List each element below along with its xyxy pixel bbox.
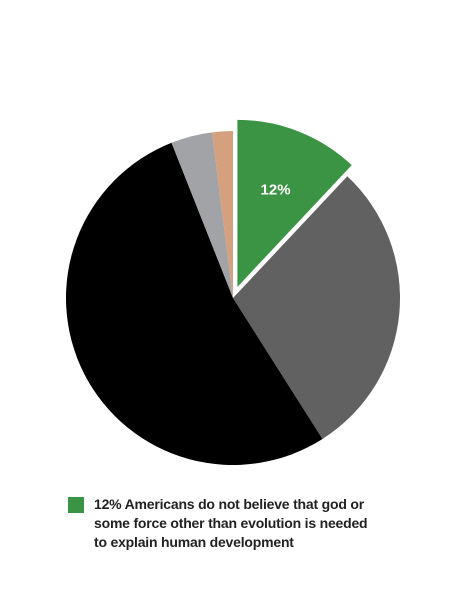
pie-slice <box>237 119 352 287</box>
pie-slice <box>66 142 323 465</box>
data-label: 12% <box>261 182 291 199</box>
legend: 12% Americans do not believe that god or… <box>68 495 368 552</box>
pie-slice <box>233 176 401 440</box>
legend-text: 12% Americans do not believe that god or… <box>94 496 368 550</box>
pie-slice <box>171 132 233 298</box>
legend-swatch <box>68 497 84 513</box>
chart: 12% <box>66 119 401 465</box>
pie-slice <box>212 131 233 298</box>
